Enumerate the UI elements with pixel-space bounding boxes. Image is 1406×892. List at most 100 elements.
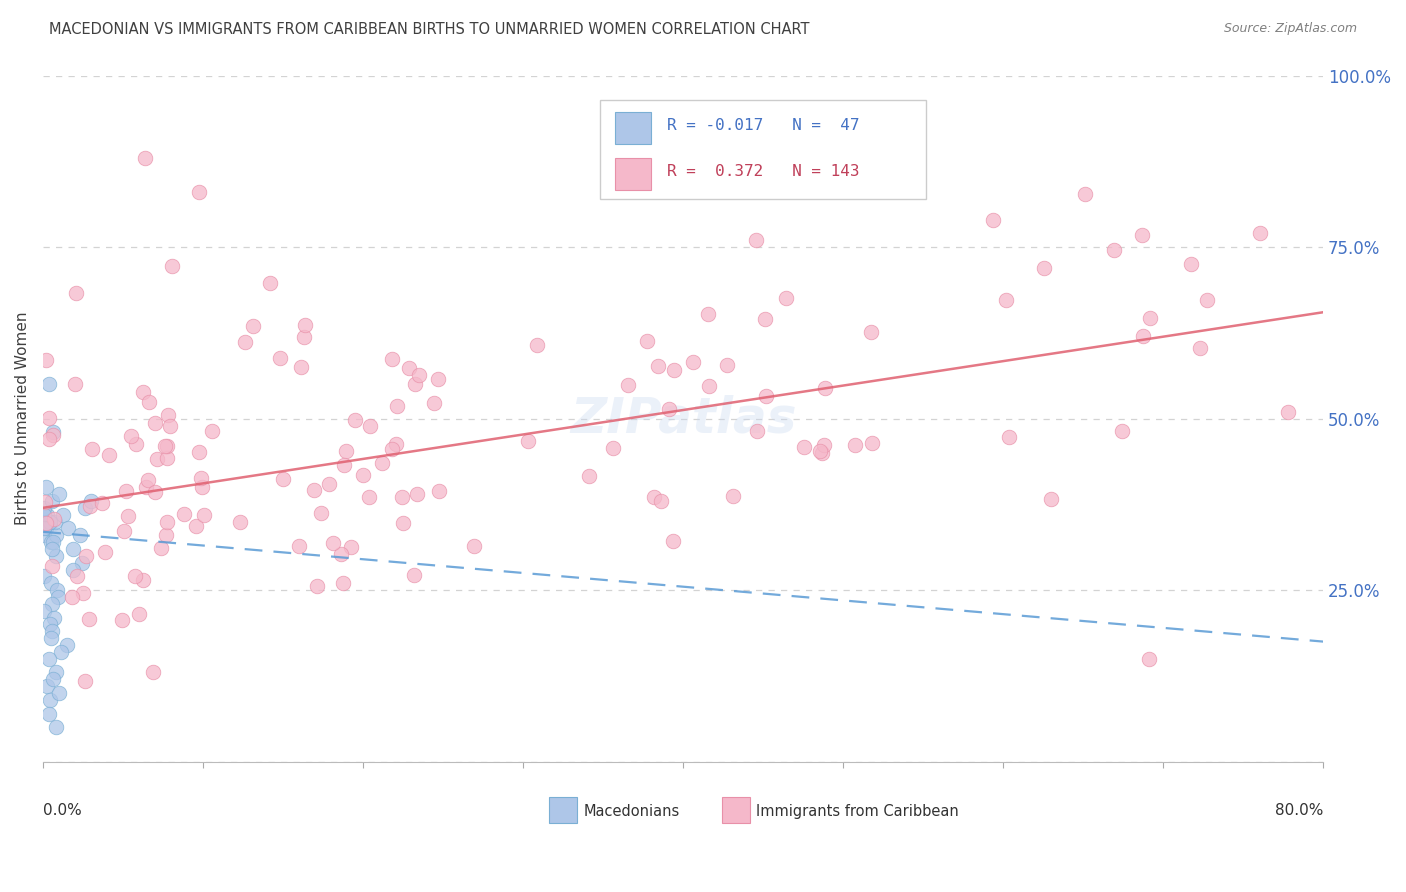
Point bbox=[48, 590, 70, 604]
Point bbox=[41, 559, 63, 574]
Point bbox=[696, 307, 718, 321]
Point bbox=[44, 515, 66, 529]
Point bbox=[1032, 261, 1054, 276]
Point bbox=[143, 416, 166, 430]
Point bbox=[1137, 652, 1160, 666]
Point bbox=[813, 438, 835, 452]
Point bbox=[191, 480, 214, 494]
Point bbox=[37, 508, 59, 522]
Point bbox=[616, 378, 638, 392]
Point bbox=[233, 335, 256, 350]
Point bbox=[32, 528, 55, 542]
Point bbox=[860, 436, 883, 450]
Point bbox=[1104, 243, 1126, 257]
Point bbox=[124, 568, 146, 582]
Point bbox=[406, 487, 429, 501]
Point bbox=[755, 389, 778, 403]
Point bbox=[402, 568, 425, 582]
Point bbox=[149, 541, 172, 555]
Text: Immigrants from Caribbean: Immigrants from Caribbean bbox=[756, 804, 959, 819]
Point bbox=[517, 434, 540, 448]
Point bbox=[269, 351, 291, 365]
Point bbox=[94, 545, 117, 559]
Text: Source: ZipAtlas.com: Source: ZipAtlas.com bbox=[1223, 22, 1357, 36]
Point bbox=[63, 377, 86, 392]
Point bbox=[45, 720, 67, 734]
Point bbox=[271, 472, 294, 486]
Point bbox=[35, 353, 58, 368]
Point bbox=[423, 396, 446, 410]
Point bbox=[75, 500, 97, 515]
Point bbox=[392, 516, 415, 531]
Point bbox=[38, 652, 60, 666]
Point bbox=[39, 631, 62, 645]
Point bbox=[32, 508, 55, 522]
Point bbox=[37, 679, 59, 693]
Point bbox=[38, 617, 60, 632]
Point bbox=[60, 590, 83, 604]
Point bbox=[75, 549, 97, 563]
Point bbox=[41, 624, 63, 639]
Point bbox=[45, 549, 67, 563]
Point bbox=[344, 413, 367, 427]
Point bbox=[34, 521, 56, 535]
Point bbox=[38, 693, 60, 707]
Point bbox=[38, 515, 60, 529]
Point bbox=[44, 512, 66, 526]
Point bbox=[860, 325, 883, 339]
Point bbox=[309, 506, 332, 520]
Point bbox=[404, 376, 426, 391]
Point bbox=[138, 395, 160, 409]
Point bbox=[134, 151, 156, 165]
Point bbox=[201, 424, 224, 438]
Point bbox=[77, 611, 100, 625]
Point bbox=[229, 515, 252, 529]
Text: R = -0.017   N =  47: R = -0.017 N = 47 bbox=[666, 118, 859, 133]
Text: R =  0.372   N = 143: R = 0.372 N = 143 bbox=[666, 164, 859, 179]
Point bbox=[359, 419, 381, 434]
Point bbox=[1073, 187, 1095, 202]
Point bbox=[35, 516, 58, 530]
Point bbox=[34, 480, 56, 494]
Point bbox=[188, 185, 211, 199]
Point bbox=[408, 368, 430, 383]
Point bbox=[305, 579, 328, 593]
Point bbox=[1277, 405, 1299, 419]
Point bbox=[647, 359, 669, 374]
Point bbox=[173, 507, 195, 521]
Point bbox=[1180, 257, 1202, 271]
Point bbox=[636, 334, 658, 348]
Point bbox=[58, 521, 80, 535]
Point bbox=[1111, 424, 1133, 438]
Point bbox=[125, 437, 148, 451]
Point bbox=[156, 515, 179, 529]
Point bbox=[193, 508, 215, 522]
Point bbox=[242, 318, 264, 333]
Point bbox=[335, 443, 357, 458]
Text: ZIPatlas: ZIPatlas bbox=[569, 394, 796, 442]
Point bbox=[75, 673, 97, 688]
Point bbox=[259, 277, 281, 291]
Text: Macedonians: Macedonians bbox=[583, 804, 679, 819]
Point bbox=[42, 428, 65, 442]
Point bbox=[39, 576, 62, 591]
Point bbox=[775, 291, 797, 305]
Text: 0.0%: 0.0% bbox=[44, 803, 82, 818]
Point bbox=[42, 425, 65, 440]
Point bbox=[41, 597, 63, 611]
Point bbox=[526, 338, 548, 352]
Point bbox=[1139, 311, 1161, 326]
Point bbox=[42, 673, 65, 687]
Point bbox=[332, 575, 354, 590]
Point bbox=[72, 586, 94, 600]
Text: 80.0%: 80.0% bbox=[1275, 803, 1323, 818]
Point bbox=[998, 429, 1021, 443]
Point bbox=[643, 490, 665, 504]
FancyBboxPatch shape bbox=[616, 159, 651, 191]
Point bbox=[52, 508, 75, 522]
Point bbox=[808, 444, 831, 458]
Point bbox=[811, 446, 834, 460]
Point bbox=[340, 541, 363, 555]
FancyBboxPatch shape bbox=[721, 797, 749, 823]
Point bbox=[66, 569, 89, 583]
